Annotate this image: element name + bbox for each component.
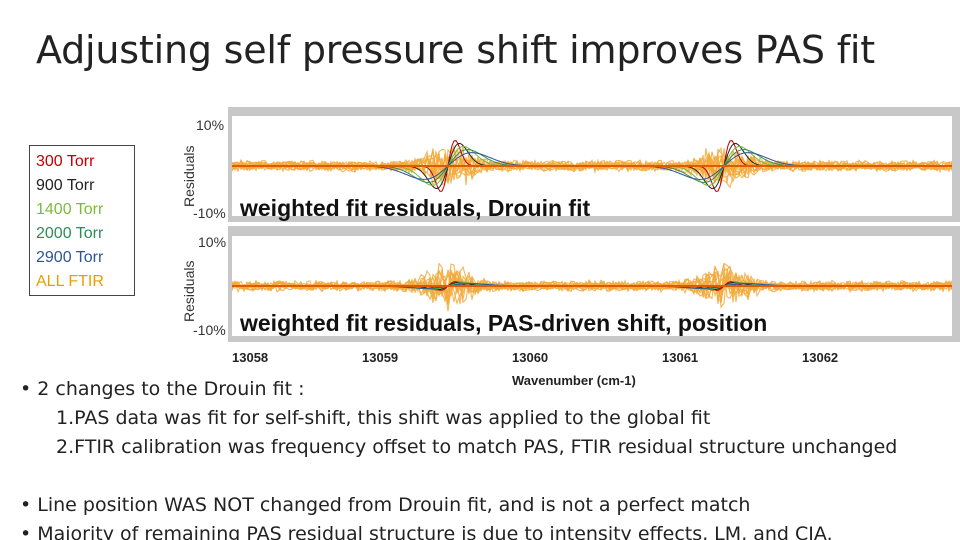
xtick-13061: 13061 (662, 350, 699, 365)
top-ylabel: Residuals (181, 145, 197, 207)
top-residual-panel (228, 107, 960, 222)
legend-item-300: 300 Torr (36, 153, 95, 170)
top-panel-label: weighted fit residuals, Drouin fit (240, 195, 591, 221)
bottom-residual-panel (228, 226, 960, 342)
bullet-line-position: • Line position WAS NOT changed from Dro… (20, 494, 751, 516)
xtick-13060: 13060 (512, 350, 549, 365)
bottom-residual-plot (232, 262, 952, 312)
bullet-changes: • 2 changes to the Drouin fit : (20, 378, 305, 400)
x-axis-label: Wavenumber (cm-1) (512, 373, 636, 388)
sub-bullet-1: 1.PAS data was fit for self-shift, this … (56, 407, 711, 429)
bottom-panel-label: weighted fit residuals, PAS-driven shift… (240, 310, 768, 336)
xtick-13062: 13062 (802, 350, 839, 365)
legend-item-2900: 2900 Torr (36, 249, 104, 266)
top-ymin: -10% (193, 205, 226, 221)
legend-item-900: 900 Torr (36, 177, 95, 194)
bottom-ylabel: Residuals (181, 260, 197, 322)
xtick-13059: 13059 (362, 350, 399, 365)
slide-title: Adjusting self pressure shift improves P… (36, 28, 875, 72)
bottom-ymin: -10% (193, 322, 226, 338)
top-residual-plot (232, 140, 952, 192)
legend-item-1400: 1400 Torr (36, 201, 104, 218)
top-ymax: 10% (196, 117, 225, 133)
legend-item-ftir: ALL FTIR (36, 273, 104, 290)
bullet-list: • 2 changes to the Drouin fit : 1.PAS da… (20, 375, 897, 540)
bottom-ymax: 10% (198, 234, 227, 250)
pressure-legend: 300 Torr 900 Torr 1400 Torr 2000 Torr 29… (29, 145, 135, 296)
sub-bullet-2: 2.FTIR calibration was frequency offset … (56, 436, 898, 458)
bullet-majority: • Majority of remaining PAS residual str… (20, 523, 833, 540)
legend-item-2000: 2000 Torr (36, 225, 104, 242)
xtick-13058: 13058 (232, 350, 269, 365)
